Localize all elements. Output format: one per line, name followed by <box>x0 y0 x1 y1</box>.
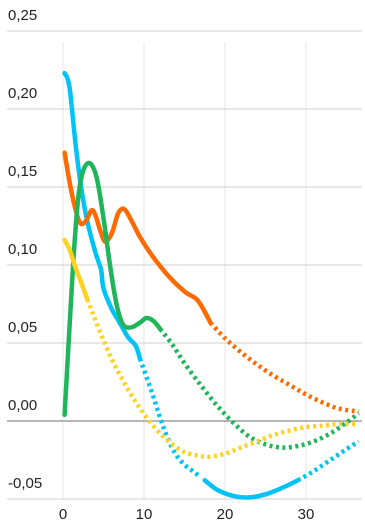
x-axis-ticks: 0 10 20 30 <box>59 506 315 523</box>
y-tick-label: 0,00 <box>8 397 37 414</box>
x-tick-label: 10 <box>136 506 153 523</box>
y-tick-label: 0,05 <box>8 319 37 336</box>
series-2-solid-line <box>62 160 163 418</box>
series-lines <box>62 70 361 500</box>
y-tick-label: 0,20 <box>8 85 37 102</box>
series-1-dotted-line <box>208 321 359 414</box>
series-0-solid2-line <box>202 478 301 500</box>
series-0-solid-line <box>62 70 143 361</box>
series-0-dotted-line <box>137 357 203 479</box>
x-tick-label: 20 <box>217 506 234 523</box>
x-tick-label: 0 <box>59 506 67 523</box>
series-2-dotted-line <box>158 327 361 450</box>
grid <box>7 30 362 500</box>
y-tick-label: 0,15 <box>8 163 37 180</box>
series-1-solid-line <box>62 150 213 325</box>
series-0-dotted2-line <box>296 439 360 483</box>
y-tick-label: -0,05 <box>8 475 42 492</box>
y-tick-label: 0,10 <box>8 241 37 258</box>
series-3-dotted-line <box>85 298 359 460</box>
y-tick-label: 0,25 <box>8 7 37 24</box>
y-axis-ticks: -0,05 0,00 0,05 0,10 0,15 0,20 0,25 <box>8 7 42 492</box>
series-3-solid-line <box>62 237 90 302</box>
x-tick-label: 30 <box>298 506 315 523</box>
